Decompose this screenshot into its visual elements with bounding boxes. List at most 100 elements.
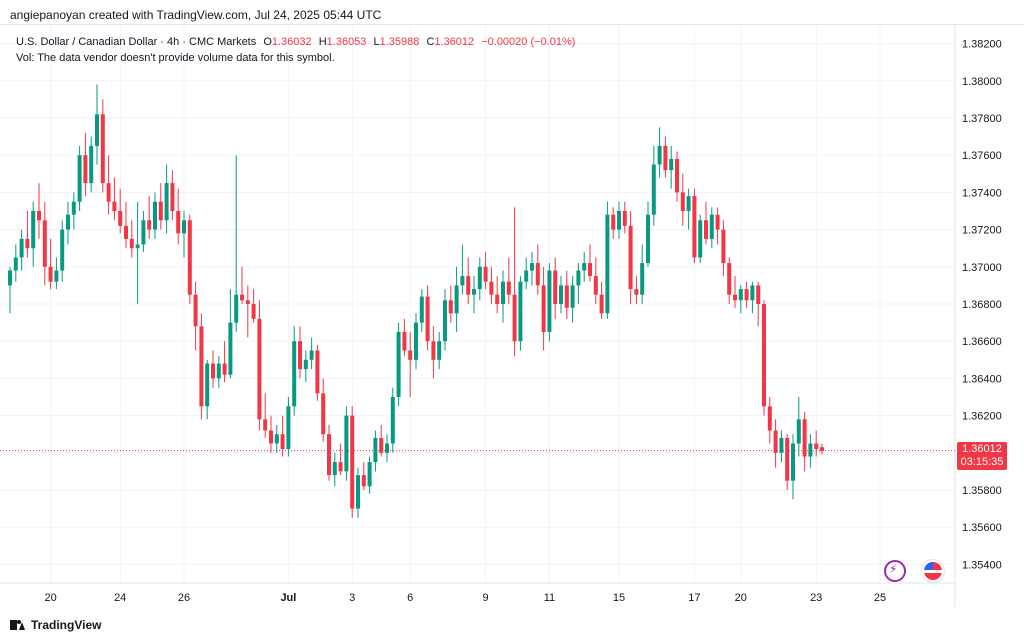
- candle-body: [263, 419, 268, 431]
- candle-body: [327, 434, 331, 476]
- footer-brand[interactable]: TradingView: [10, 618, 101, 632]
- candle-body: [796, 419, 801, 444]
- x-tick-label: Jul: [280, 592, 296, 604]
- candle-body: [95, 114, 99, 146]
- x-tick-label: 23: [810, 592, 822, 604]
- candle-body: [332, 462, 337, 476]
- candle-body: [651, 164, 656, 215]
- candle-body: [373, 437, 378, 463]
- candle-body: [756, 285, 761, 304]
- candle-body: [733, 294, 737, 301]
- candle-body: [60, 229, 65, 271]
- candle-body: [820, 447, 824, 451]
- candle-body: [675, 158, 679, 193]
- y-tick-label: 1.38200: [962, 39, 1002, 51]
- y-tick-label: 1.35400: [962, 559, 1002, 571]
- y-tick-label: 1.38000: [962, 76, 1002, 88]
- candle-body: [431, 341, 436, 360]
- candle-body: [71, 201, 76, 215]
- candle-body: [257, 318, 262, 420]
- volume-note: Vol: The data vendor doesn't provide vol…: [16, 52, 335, 64]
- candle-body: [251, 304, 256, 319]
- candle-body: [704, 220, 708, 239]
- last-price-badge: 1.36012 03:15:35: [957, 441, 1007, 470]
- candle-body: [19, 238, 24, 258]
- last-price: 1.36012: [962, 442, 1002, 455]
- candle-body: [298, 341, 302, 370]
- candle-body: [657, 145, 662, 165]
- candlestick-chart[interactable]: 1.38200 1.38000 1.37800 1.37600 1.37400 1.372…: [0, 25, 1024, 613]
- candle-body: [42, 220, 47, 267]
- y-tick-label: 1.36800: [962, 299, 1002, 311]
- candle-body: [506, 281, 511, 295]
- candle-body: [344, 415, 349, 472]
- candle-body: [141, 220, 146, 245]
- candle-body: [83, 155, 88, 184]
- candle-body: [25, 238, 30, 249]
- tradingview-logo-icon: [10, 620, 26, 630]
- y-tick-label: 1.37800: [962, 113, 1002, 125]
- candle-body: [663, 145, 668, 171]
- candle-body: [280, 434, 285, 450]
- candle-body: [437, 341, 442, 360]
- change-value: −0.00020 (−0.01%): [481, 36, 576, 48]
- candle-body: [814, 443, 819, 450]
- x-tick-label: 15: [613, 592, 625, 604]
- candle-body: [216, 363, 221, 379]
- candle-body: [66, 214, 70, 230]
- candle-body: [274, 434, 279, 444]
- candle-body: [454, 285, 459, 314]
- candle-body: [622, 211, 627, 226]
- candle-body: [570, 285, 575, 308]
- us-flag-icon[interactable]: [922, 560, 944, 582]
- close-value: 1.36012: [434, 36, 475, 48]
- candle-body: [379, 437, 384, 453]
- candle-body: [135, 244, 140, 249]
- candle-body: [466, 276, 471, 295]
- candle-body: [588, 263, 592, 277]
- candle-body: [240, 294, 244, 301]
- y-tick-label: 1.36400: [962, 373, 1002, 385]
- candle-body: [361, 475, 366, 487]
- candle-body: [8, 270, 12, 286]
- candle-body: [477, 266, 482, 290]
- candle-body: [501, 281, 505, 304]
- candle-body: [54, 270, 59, 282]
- candle-body: [535, 263, 540, 286]
- chart-area[interactable]: 1.38200 1.38000 1.37800 1.37600 1.37400 1.372…: [0, 24, 1024, 612]
- candle-body: [530, 263, 534, 271]
- candle-body: [593, 276, 598, 295]
- candle-body: [158, 201, 163, 221]
- candle-body: [338, 462, 343, 472]
- candle-body: [170, 183, 175, 211]
- candle-body: [692, 196, 697, 258]
- candle-body: [709, 214, 714, 239]
- chart-caption: angiepanoyan created with TradingView.co…: [10, 8, 382, 22]
- candle-body: [547, 270, 552, 332]
- candle-body: [791, 443, 795, 481]
- candle-body: [385, 443, 389, 453]
- candle-body: [721, 229, 726, 264]
- x-tick-label: 20: [44, 592, 56, 604]
- candle-body: [37, 211, 41, 221]
- x-tick-label: 20: [735, 592, 747, 604]
- candle-body: [785, 437, 790, 481]
- candle-body: [48, 266, 53, 282]
- candle-body: [646, 214, 650, 264]
- candle-body: [680, 192, 685, 211]
- candle-body: [234, 294, 239, 323]
- flash-icon[interactable]: [884, 560, 906, 582]
- close-label: C: [426, 36, 435, 48]
- candle-body: [460, 276, 465, 286]
- candle-body: [489, 281, 494, 295]
- low-label: L: [373, 36, 380, 48]
- candle-body: [802, 419, 807, 457]
- candle-body: [106, 183, 111, 202]
- symbol-title[interactable]: U.S. Dollar / Canadian Dollar · 4h · CMC…: [16, 36, 257, 48]
- candle-body: [419, 296, 424, 323]
- candle-body: [245, 300, 250, 304]
- x-tick-label: 6: [407, 592, 413, 604]
- candle-body: [367, 462, 372, 487]
- y-tick-label: 1.36200: [962, 411, 1002, 423]
- candle-body: [315, 350, 320, 394]
